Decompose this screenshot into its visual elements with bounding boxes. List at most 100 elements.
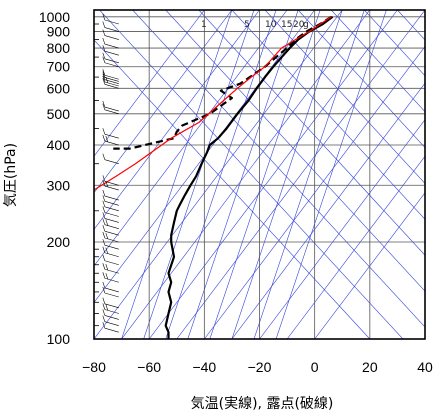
wind-barb-staff — [104, 237, 119, 243]
mixing-ratio-label: g — [303, 20, 309, 30]
wind-barb-feather — [102, 322, 106, 329]
wind-barb-feather — [102, 21, 106, 28]
dry-adiabat-line — [99, 10, 404, 339]
wind-barb-feather — [102, 175, 106, 182]
wind-barb-staff — [104, 218, 119, 223]
wind-barbs — [102, 13, 119, 333]
wind-barb-feather — [102, 56, 106, 63]
wind-barb-staff — [104, 309, 119, 314]
x-tick-label: −40 — [192, 359, 216, 375]
wind-barb-staff — [104, 35, 119, 40]
x-tick-label: −20 — [248, 359, 272, 375]
wind-barb-feather — [102, 212, 106, 219]
wind-barb-staff — [104, 106, 119, 112]
dry-adiabat-line — [231, 10, 425, 220]
wind-barb-staff — [104, 140, 119, 146]
dry-adiabat-line — [397, 10, 425, 41]
dry-adiabat-line — [132, 10, 425, 328]
temperature-line — [164, 15, 334, 339]
wind-barb-feather — [105, 135, 109, 143]
wind-barb-feather — [102, 45, 106, 52]
plot-frame — [93, 9, 426, 340]
wind-barb-feather — [102, 100, 106, 108]
moist-adiabat-line — [204, 46, 425, 339]
y-tick-label: 900 — [47, 24, 71, 40]
wind-barb-feather — [102, 225, 106, 232]
wind-barb-staff — [104, 252, 119, 258]
wind-barb-feather — [102, 29, 106, 36]
wind-barb-staff — [104, 27, 119, 32]
wind-barb-feather — [102, 52, 106, 59]
mixing-ratio-line — [121, 10, 233, 339]
wind-barb-staff — [104, 321, 119, 326]
dewpoint-line — [113, 15, 332, 150]
mixing-ratio-line — [253, 10, 365, 339]
wind-barb-staff — [104, 185, 119, 191]
wind-barb-feather — [102, 103, 106, 110]
moist-adiabat-line — [314, 192, 425, 339]
wind-barb-staff — [104, 195, 119, 201]
y-tick-label: 1000 — [39, 9, 70, 25]
wind-barb-feather — [102, 309, 106, 316]
y-tick-label: 100 — [47, 331, 71, 347]
wind-barb-feather — [102, 73, 106, 80]
mixing-ratio-line — [275, 10, 387, 339]
wind-barb-feather — [105, 304, 109, 311]
grid — [94, 10, 425, 339]
moist-adiabat-line — [231, 82, 425, 339]
wind-barb-feather — [102, 134, 106, 142]
wind-barb-feather — [102, 246, 106, 253]
background-lines — [94, 10, 435, 339]
wind-barb-feather — [102, 239, 106, 246]
wind-barb-staff — [104, 303, 119, 309]
moist-adiabat-line — [94, 10, 260, 230]
dry-adiabat-line — [364, 10, 425, 77]
wind-barb-feather — [102, 71, 106, 78]
dry-adiabat-line — [431, 10, 435, 339]
wind-barb-staff — [104, 43, 119, 49]
wind-barb-staff — [104, 133, 119, 139]
mixing-ratio-label: 1 — [201, 20, 207, 30]
wind-barb-staff — [104, 109, 119, 115]
wind-barb-staff — [104, 74, 119, 80]
moist-adiabat-line — [176, 10, 425, 339]
x-tick-label: 0 — [311, 359, 319, 375]
y-tick-label: 600 — [47, 80, 71, 96]
mixing-ratio-line — [187, 10, 299, 339]
wind-barb-feather — [102, 218, 106, 225]
dry-adiabat-line — [297, 10, 425, 149]
moist-adiabat-line — [94, 10, 343, 339]
wind-barb-feather — [102, 297, 106, 304]
x-tick-label: −60 — [137, 359, 161, 375]
x-tick-label: −80 — [82, 359, 106, 375]
wind-barb-staff — [104, 79, 119, 85]
wind-barb-staff — [104, 50, 119, 56]
wind-barb-feather — [102, 286, 106, 294]
wind-barb-feather — [102, 179, 106, 187]
wind-barb-feather — [102, 315, 106, 322]
dry-adiabat-line — [165, 10, 425, 292]
moist-adiabat-line — [148, 10, 398, 339]
wind-barb-feather — [102, 78, 106, 85]
wind-barb-staff — [104, 84, 119, 89]
wind-barb-feather — [102, 75, 106, 83]
wind-barb-feather — [102, 37, 106, 45]
mixing-ratio-line — [143, 10, 255, 339]
y-tick-label: 400 — [47, 137, 71, 153]
wind-barb-feather — [105, 247, 109, 254]
mixing-ratio-label: 10 — [265, 20, 277, 30]
wind-barb-staff — [104, 180, 119, 186]
y-axis-title: 気圧(hPa) — [3, 143, 19, 207]
moist-adiabat-line — [94, 10, 315, 303]
dry-adiabat-line — [198, 10, 425, 256]
mixing-ratio-line — [165, 10, 277, 339]
wind-barb-feather — [102, 189, 106, 197]
y-tick-label: 500 — [47, 106, 71, 122]
parcel-path-line — [94, 16, 332, 191]
wind-barb-feather — [102, 281, 106, 289]
wind-barb-feather — [105, 273, 109, 280]
wind-barb-feather — [102, 231, 106, 239]
wind-barb-feather — [102, 200, 106, 207]
wind-barb-staff — [104, 159, 119, 165]
